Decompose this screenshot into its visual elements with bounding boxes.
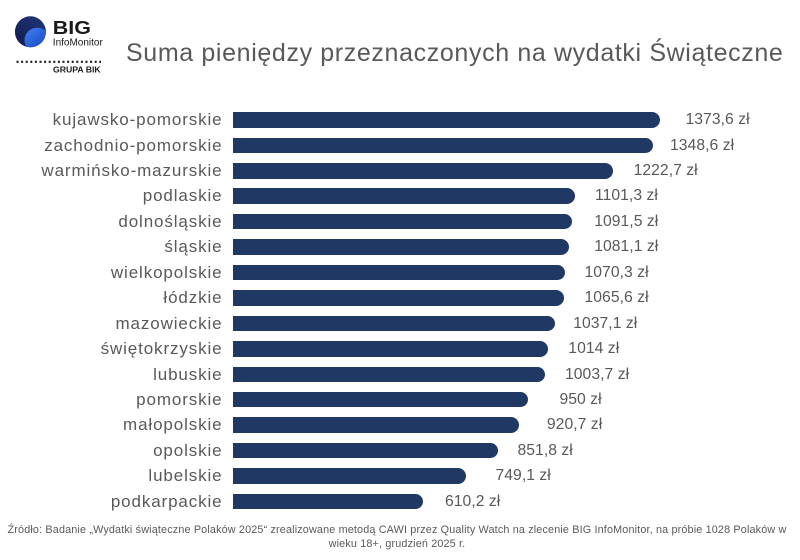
svg-text:InfoMonitor: InfoMonitor [53,38,104,49]
svg-text:BIG: BIG [53,18,91,38]
svg-text:GRUPA BIK: GRUPA BIK [53,66,101,75]
